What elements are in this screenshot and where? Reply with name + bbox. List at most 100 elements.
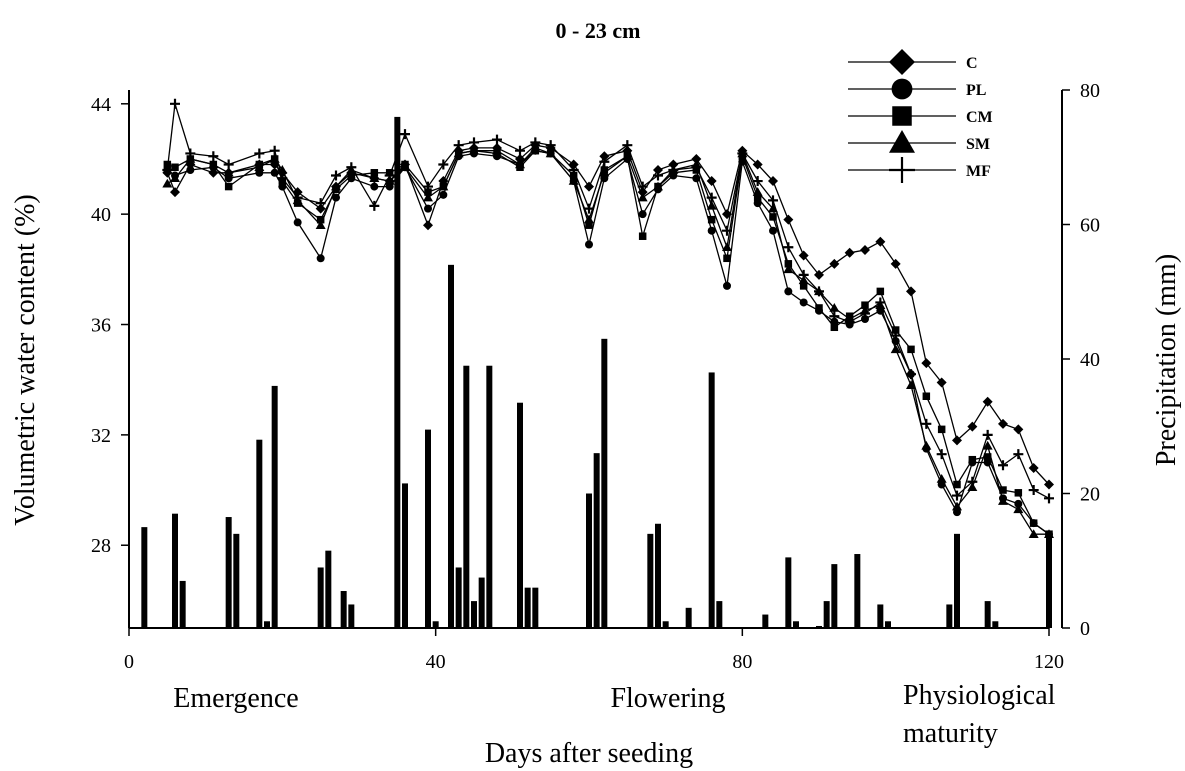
data-point-cm [370,169,379,177]
data-point-c [952,435,962,446]
data-point-cm [861,301,869,309]
legend-label-mf: MF [966,163,991,180]
precip-bar [762,614,769,628]
precip-bar [793,621,799,628]
stage-label-physiological: Physiological [903,680,1056,711]
y-tick-label: 40 [91,204,111,226]
series-lines [166,103,1050,535]
precip-bar [532,587,539,628]
x-tick-label: 0 [124,651,134,673]
precip-bar [394,116,401,629]
precipitation-bars [141,116,1052,629]
x-tick-label: 120 [1034,651,1064,673]
precip-bar [662,621,669,628]
data-point-cm [922,392,931,400]
precip-bar [463,365,470,628]
data-point-sm [637,192,648,202]
precip-bar [716,601,723,628]
stage-label-maturity: maturity [903,718,998,749]
data-point-c [584,181,594,192]
data-point-mf [998,460,1008,471]
data-point-pl [707,226,716,235]
data-point-sm [423,192,433,202]
data-point-cm [953,480,961,489]
data-point-pl [439,190,448,199]
data-point-sm [706,200,717,210]
data-point-c [860,245,870,256]
data-point-c [783,214,794,225]
y-axis-label: Volumetric water content (%) [10,194,41,525]
data-point-c [921,358,932,369]
data-point-pl [1014,499,1023,508]
precip-bar [685,607,692,628]
precip-bar [1046,533,1052,628]
data-point-cm [999,486,1007,494]
legend-label-pl: PL [966,82,986,99]
x-tick-label: 80 [732,651,752,673]
precip-bar [225,517,232,628]
data-point-cm [347,171,356,180]
data-point-pl [293,218,302,227]
data-point-cm [569,171,578,180]
precip-bar [340,591,347,628]
data-point-sm [783,264,794,274]
data-point-mf [170,98,180,109]
precip-bar [992,621,999,628]
data-point-c [798,250,809,261]
x-tick-label: 40 [426,651,446,673]
data-point-c [814,269,824,280]
legend-label-sm: SM [966,136,990,153]
data-point-mf [453,140,464,151]
data-point-sm [469,145,479,155]
data-point-mf [1028,485,1039,496]
data-point-c [568,159,579,170]
y-tick-label: 36 [91,315,111,337]
data-point-mf [982,429,993,440]
precip-bar [348,604,355,628]
data-point-mf [331,170,341,181]
data-point-mf [400,129,410,140]
series-line-sm [166,147,1049,535]
stage-label-flowering: Flowering [610,683,725,714]
data-point-pl [692,174,701,183]
data-point-c [637,187,648,198]
data-point-pl [424,204,432,213]
y-tick-label: 44 [91,94,111,116]
data-point-c [1028,462,1039,473]
data-point-pl [861,314,869,323]
data-point-mf [906,369,916,380]
data-point-pl [316,254,325,263]
data-point-pl [270,168,279,177]
data-point-mf [691,162,702,173]
data-point-sm [998,496,1008,505]
data-point-cm [830,323,839,332]
y2-tick-label: 40 [1080,349,1100,371]
data-point-cm [224,182,233,191]
series-markers [162,98,1054,539]
data-point-mf [469,137,479,148]
data-point-sm [906,380,916,389]
precip-bar [486,365,493,628]
y2-axis-label: Precipitation (mm) [1151,254,1182,466]
data-point-mf [315,198,326,209]
data-point-sm [952,501,962,511]
precip-bar [816,625,822,628]
legend-label-cm: CM [966,109,993,126]
data-point-c [890,258,901,269]
data-point-mf [860,308,870,319]
data-point-c [1013,424,1024,435]
data-point-cm [876,287,885,296]
data-point-mf [798,269,809,280]
data-point-cm [316,215,325,224]
data-point-sm [622,151,633,160]
precip-bar [264,621,270,628]
data-point-mf [622,140,633,151]
data-point-c [653,165,663,176]
precip-bar [831,564,838,628]
data-point-mf [162,165,173,176]
data-point-cm [799,282,808,290]
data-point-pl [723,281,731,290]
data-point-mf [637,181,648,192]
data-point-sm [768,203,778,213]
